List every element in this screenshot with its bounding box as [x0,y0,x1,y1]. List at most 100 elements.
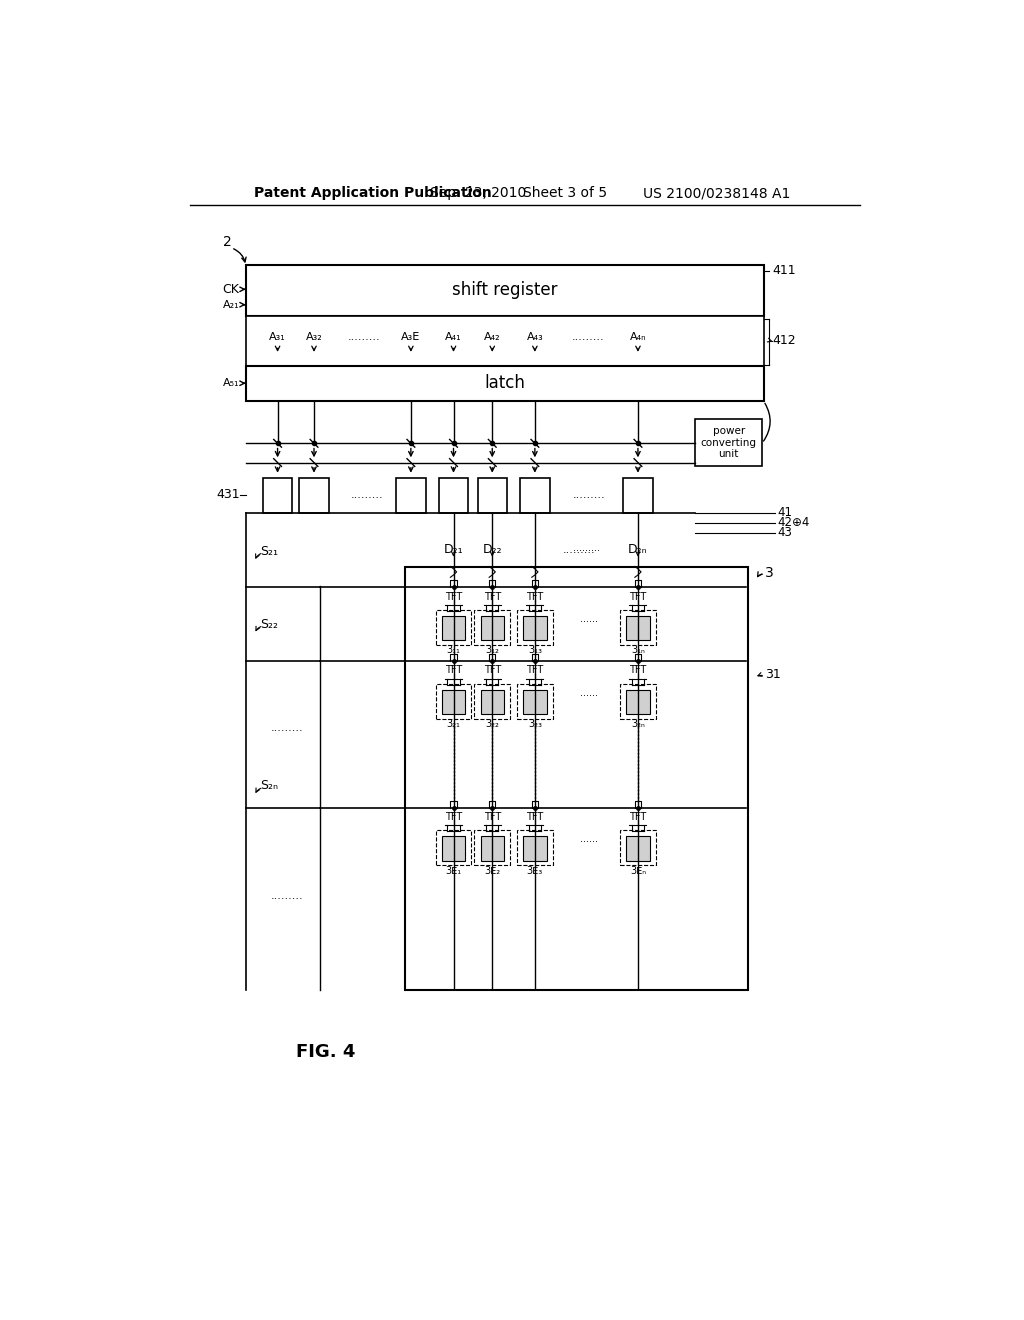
Bar [246,265,764,317]
Bar [435,610,471,645]
Bar [621,684,655,719]
Text: S₂₁: S₂₁ [260,545,278,557]
Text: A₄₁: A₄₁ [445,333,462,342]
Bar [438,478,468,512]
Bar [517,610,553,645]
Text: 3₂₁: 3₂₁ [446,719,461,730]
Text: 31: 31 [765,668,781,681]
Text: 411: 411 [773,264,797,277]
Bar [523,836,547,861]
Text: 3ⴹ₃: 3ⴹ₃ [526,866,543,875]
Text: TFT: TFT [483,665,501,676]
Text: US 2100/0238148 A1: US 2100/0238148 A1 [643,186,791,201]
Text: ......: ...... [581,614,598,624]
Text: A₄₂: A₄₂ [484,333,501,342]
Bar [442,615,465,640]
Text: TFT: TFT [526,591,544,602]
Bar [435,684,471,719]
Text: A₅₁: A₅₁ [223,379,240,388]
Text: latch: latch [484,375,525,392]
Text: 43: 43 [777,527,793,539]
Text: 2: 2 [222,235,231,248]
Bar [627,836,649,861]
Bar [246,317,764,367]
Text: 41: 41 [777,506,793,519]
Text: A₃₂: A₃₂ [305,333,323,342]
Text: S₂₂: S₂₂ [260,618,278,631]
Bar [406,566,748,990]
Text: .........: ......... [270,891,303,902]
Text: 412: 412 [773,334,797,347]
Text: TFT: TFT [526,665,544,676]
Text: Patent Application Publication: Patent Application Publication [254,186,493,201]
Text: TFT: TFT [444,665,462,676]
Text: D₂₂: D₂₂ [482,543,502,556]
Text: 42⊕4: 42⊕4 [777,516,810,529]
Bar [299,478,329,512]
Text: TFT: TFT [483,812,501,822]
Text: 3₂₃: 3₂₃ [528,719,542,730]
Bar [474,684,510,719]
Text: ......: ...... [581,688,598,698]
Bar [474,610,510,645]
Text: FIG. 4: FIG. 4 [296,1043,355,1060]
Text: 3₁₁: 3₁₁ [446,645,461,656]
Text: 3₁ₙ: 3₁ₙ [631,645,645,656]
Text: .........: ......... [573,543,600,553]
Bar [520,478,550,512]
Text: 3: 3 [765,566,774,579]
Bar [246,367,764,401]
Bar [624,478,652,512]
Text: TFT: TFT [630,812,646,822]
Text: D₂ₙ: D₂ₙ [628,543,648,556]
Bar [442,836,465,861]
Text: 3ⴹ₁: 3ⴹ₁ [445,866,462,875]
Text: shift register: shift register [452,281,557,300]
Bar [517,830,553,866]
Bar [627,690,649,714]
Bar [474,830,510,866]
Text: 3ⴹ₂: 3ⴹ₂ [484,866,501,875]
Bar [480,836,504,861]
Bar [477,478,507,512]
Text: .........: ......... [563,545,595,554]
Text: .........: ......... [348,333,381,342]
Bar [442,690,465,714]
Text: ......: ...... [581,834,598,843]
Text: Sep. 23, 2010: Sep. 23, 2010 [430,186,526,201]
Bar [435,830,471,866]
Text: TFT: TFT [630,591,646,602]
Text: TFT: TFT [630,665,646,676]
Text: .........: ......... [572,490,605,500]
Text: A₂₁: A₂₁ [223,300,240,310]
Text: .........: ......... [571,333,604,342]
Bar [480,615,504,640]
Text: 3₂ₙ: 3₂ₙ [631,719,645,730]
Text: S₂ₙ: S₂ₙ [260,779,278,792]
Text: A₃ⴹ: A₃ⴹ [401,333,421,342]
Text: A₃₁: A₃₁ [269,333,286,342]
Text: TFT: TFT [526,812,544,822]
Bar [396,478,426,512]
Text: TFT: TFT [444,591,462,602]
Text: D₂₁: D₂₁ [443,543,463,556]
Text: A₄ₙ: A₄ₙ [630,333,646,342]
Text: TFT: TFT [444,812,462,822]
Text: 3₁₃: 3₁₃ [528,645,542,656]
Bar [523,690,547,714]
Bar [480,690,504,714]
Text: .........: ......... [350,490,383,500]
Bar [621,610,655,645]
Text: 3ⴹₙ: 3ⴹₙ [630,866,646,875]
Bar [627,615,649,640]
Text: 431: 431 [216,488,240,502]
Bar [263,478,292,512]
Text: .........: ......... [270,723,303,733]
Text: CK: CK [223,282,240,296]
Text: power
converting
unit: power converting unit [700,426,757,459]
Bar [517,684,553,719]
Text: TFT: TFT [483,591,501,602]
Bar [523,615,547,640]
Text: 3₁₂: 3₁₂ [485,645,499,656]
Text: Sheet 3 of 5: Sheet 3 of 5 [523,186,607,201]
